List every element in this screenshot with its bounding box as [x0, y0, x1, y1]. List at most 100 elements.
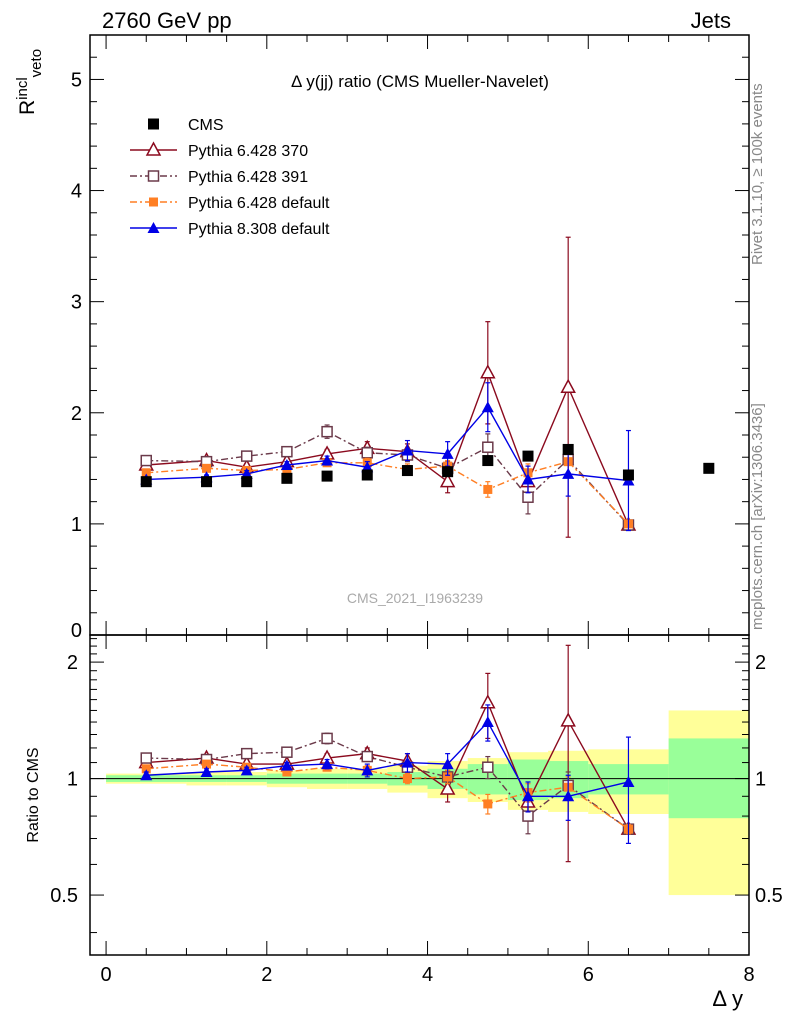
x-tick-label: 8 — [743, 964, 754, 986]
y-tick-label-main: 0 — [71, 620, 82, 642]
ratio-point — [282, 767, 292, 777]
main-point — [482, 455, 494, 467]
legend-marker — [148, 118, 159, 130]
y-tick-label-ratio: 2 — [67, 652, 78, 674]
ratio-point — [240, 764, 253, 776]
y-tick-label-ratio-right: 1 — [755, 769, 766, 791]
y-axis-label-main: Rinclveto — [14, 49, 45, 115]
main-point — [401, 465, 413, 477]
axes-frame — [89, 34, 750, 956]
main-point — [201, 476, 213, 488]
ratio-point — [280, 759, 293, 771]
x-tick-label: 2 — [261, 964, 272, 986]
main-point — [321, 454, 334, 466]
y-tick-label-ratio: 0.5 — [50, 885, 78, 907]
main-point — [522, 450, 534, 462]
main-point — [441, 447, 454, 459]
main-point — [622, 469, 634, 481]
ratio-point — [140, 769, 153, 781]
ratio-line — [146, 763, 629, 830]
ratio-panel-series — [138, 644, 637, 863]
ratio-line — [146, 737, 629, 830]
main-point — [321, 470, 333, 482]
x-tick-label: 0 — [101, 964, 112, 986]
legend-marker — [149, 197, 158, 207]
y-axis-label-ratio: Ratio to CMS — [25, 747, 42, 842]
main-point — [482, 441, 494, 453]
ratio-point — [483, 799, 493, 809]
main-point — [141, 468, 151, 478]
ratio-point — [562, 790, 575, 802]
ratio-point — [482, 761, 494, 773]
main-point — [439, 473, 456, 488]
ratio-point — [361, 764, 374, 776]
main-point — [442, 466, 454, 478]
ratio-point — [240, 747, 253, 760]
main-point — [240, 450, 253, 462]
y-tick-label-main: 3 — [71, 292, 82, 314]
main-point — [321, 425, 333, 438]
ratio-point — [443, 772, 453, 782]
main-point — [202, 463, 212, 473]
source-label: mcplots.cern.ch [arXiv:1306.3436] — [749, 403, 766, 630]
main-point — [522, 491, 534, 503]
main-point — [562, 467, 575, 479]
ratio-point — [281, 746, 293, 758]
main-point — [521, 473, 534, 485]
x-tick-label: 6 — [583, 964, 594, 986]
ratio-point — [521, 790, 534, 802]
main-point — [703, 462, 715, 474]
header-left: 2760 GeV pp — [102, 8, 232, 33]
x-axis-label: Δ y — [712, 986, 743, 1011]
main-panel-series — [138, 236, 715, 538]
ratio-point — [321, 758, 334, 770]
main-line — [146, 430, 629, 526]
legend-marker — [147, 222, 160, 233]
main-point — [483, 484, 493, 494]
main-point — [281, 445, 293, 458]
rivet-label: Rivet 3.1.10, ≥ 100k events — [749, 83, 766, 265]
main-point — [480, 364, 496, 379]
ratio-point — [439, 780, 456, 795]
legend-marker — [147, 170, 160, 182]
main-point — [560, 378, 576, 393]
ratio-point — [321, 732, 333, 745]
y-tick-label-ratio-right: 2 — [755, 652, 766, 674]
ratio-point — [200, 765, 213, 777]
main-line — [146, 406, 629, 482]
legend-label: Pythia 8.308 default — [188, 221, 330, 238]
legend: CMS Pythia 6.428 370 Pythia 6.428 391 Pythi… — [130, 117, 330, 238]
main-line — [146, 370, 630, 526]
legend-marker — [145, 141, 162, 156]
uncertainty-bands — [106, 710, 749, 896]
legend-label: CMS — [188, 117, 224, 134]
main-point — [241, 476, 253, 488]
watermark: CMS_2021_I1963239 — [347, 590, 483, 606]
y-tick-label-main: 1 — [71, 514, 82, 536]
main-point — [240, 467, 253, 479]
x-tick-label: 4 — [422, 964, 433, 986]
ratio-point — [361, 750, 374, 763]
y-tick-label-main: 4 — [71, 181, 82, 203]
ratio-point — [202, 759, 212, 769]
main-point — [281, 472, 293, 484]
ratio-point — [622, 775, 635, 787]
main-point — [361, 469, 373, 481]
main-point — [140, 476, 152, 488]
main-point — [481, 401, 494, 413]
y-tick-label-main: 5 — [71, 69, 82, 91]
legend-label: Pythia 6.428 370 — [188, 143, 308, 160]
ratio-panel-frame — [89, 634, 750, 956]
main-point — [280, 459, 293, 470]
ratio-point — [402, 774, 412, 784]
y-tick-label-main: 2 — [71, 403, 82, 425]
main-point — [401, 444, 414, 456]
main-title: Δ y(jj) ratio (CMS Mueller-Navelet) — [291, 72, 549, 91]
ratio-point — [481, 716, 494, 728]
main-line — [146, 460, 629, 525]
y-tick-label-ratio: 1 — [67, 769, 78, 791]
main-point — [140, 454, 153, 467]
ratio-point — [401, 756, 414, 768]
ratio-line — [146, 720, 629, 797]
